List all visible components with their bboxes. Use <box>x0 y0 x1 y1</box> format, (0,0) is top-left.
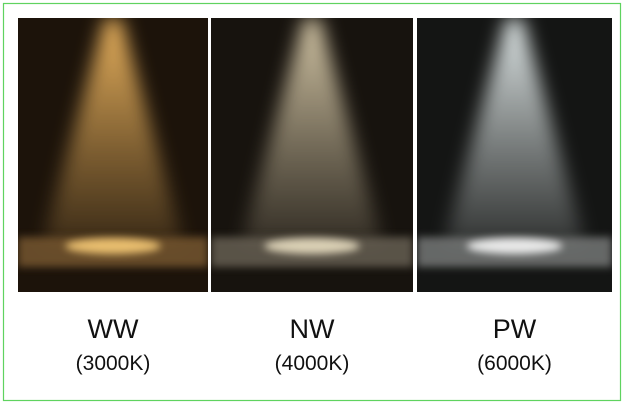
light-panel: NW (4000K) <box>211 18 413 375</box>
light-panel: PW (6000K) <box>417 18 612 375</box>
panel-label: WW <box>88 314 139 344</box>
light-beam <box>43 18 183 243</box>
panel-label: PW <box>493 314 537 344</box>
panel-temperature: (6000K) <box>477 352 552 375</box>
light-spot <box>466 238 563 254</box>
light-beam <box>444 18 585 243</box>
light-spot <box>264 238 360 254</box>
panel-temperature: (4000K) <box>275 352 350 375</box>
panel-label: NW <box>290 314 335 344</box>
light-spot <box>65 238 161 254</box>
light-beam <box>242 18 382 243</box>
panel-temperature: (3000K) <box>76 352 151 375</box>
light-panel: WW (3000K) <box>18 18 208 375</box>
